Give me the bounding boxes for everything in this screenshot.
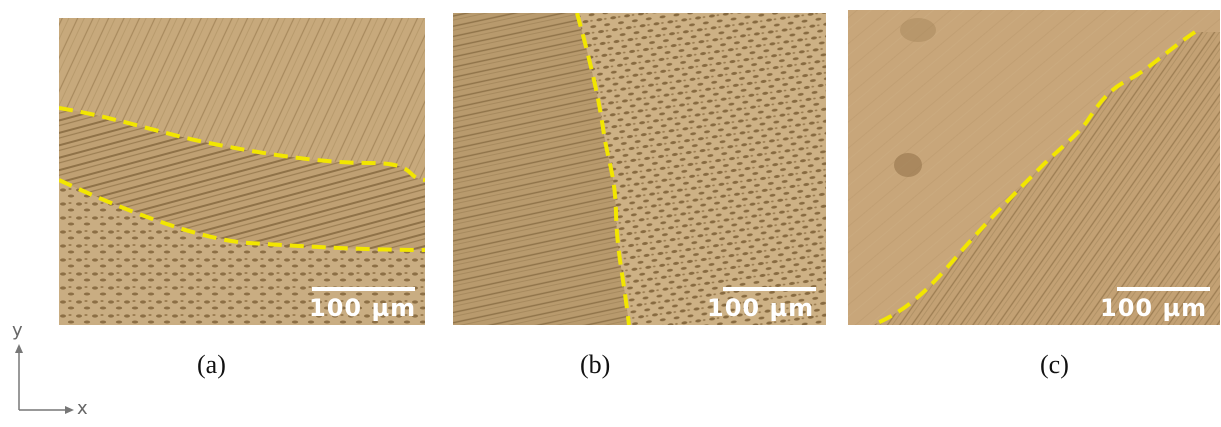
boundary-line-a-lower xyxy=(59,178,425,252)
dark-spot-c xyxy=(894,153,922,177)
axes-arrows-icon xyxy=(15,344,74,414)
micrograph-b-image xyxy=(453,13,826,325)
caption-a: (a) xyxy=(197,350,226,379)
coordinate-axes: y x xyxy=(8,320,108,422)
micrograph-a-image xyxy=(59,18,425,325)
scale-bar-b xyxy=(723,287,816,291)
scale-bar-a xyxy=(312,287,415,291)
scale-label-b: 100 µm xyxy=(707,294,815,322)
scale-bar-c xyxy=(1117,287,1210,291)
caption-c: (c) xyxy=(1040,350,1069,379)
micrograph-panel-a: 100 µm xyxy=(59,18,425,325)
axis-label-y: y xyxy=(12,320,23,341)
boundary-line-b xyxy=(575,13,631,325)
scale-label-a: 100 µm xyxy=(309,294,417,322)
boundary-line-c xyxy=(872,30,1197,325)
boundary-line-a-upper xyxy=(59,106,425,182)
micrograph-panel-c: 100 µm xyxy=(848,10,1220,325)
micrograph-c-image xyxy=(848,10,1220,325)
scale-label-c: 100 µm xyxy=(1100,294,1208,322)
axis-label-x: x xyxy=(77,398,88,419)
caption-b: (b) xyxy=(580,350,611,379)
micrograph-panel-b: 100 µm xyxy=(453,13,826,325)
dark-spot-c-top xyxy=(900,18,936,42)
